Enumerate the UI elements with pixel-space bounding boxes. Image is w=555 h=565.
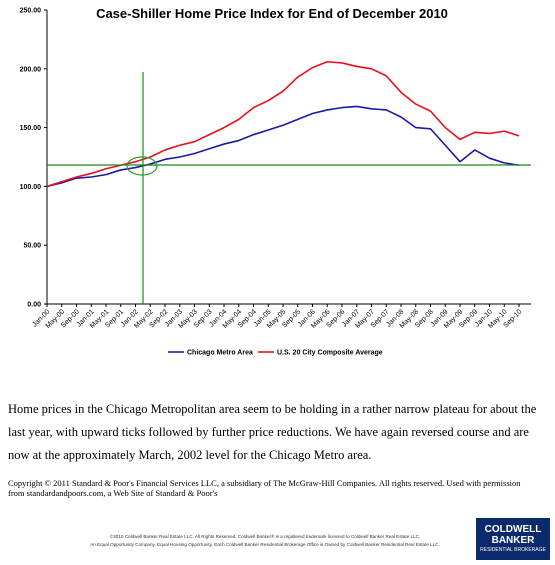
y-tick-label: 50.00 [23,243,41,250]
y-tick-label: 250.00 [20,8,42,15]
footer: ©2010 Coldwell Banker Real Estate LLC. A… [60,533,470,549]
line-series [46,60,520,188]
copyright: Copyright © 2011 Standard & Poor's Finan… [8,478,521,498]
y-tick-label: 150.00 [20,125,42,132]
legend-label: Chicago Metro Area [187,350,253,357]
y-tick-label: 200.00 [20,66,42,73]
y-tick-label: 100.00 [20,184,42,191]
footer-line: ©2010 Coldwell Banker Real Estate LLC. A… [109,534,421,539]
plot-area [46,60,520,188]
line-series [46,105,520,188]
logo: COLDWELL BANKER RESIDENTIAL BROKERAGE [476,518,550,560]
legend-label: U.S. 20 City Composite Average [277,350,383,357]
logo-subtext: RESIDENTIAL BROKERAGE [480,547,546,553]
footer-line: An Equal Opportunity Company. Equal Hous… [90,542,440,547]
chart-title: Case-Shiller Home Price Index for End of… [96,6,448,21]
logo-text: BANKER [491,535,535,546]
highlight-ellipse [126,156,158,176]
chart: Case-Shiller Home Price Index for End of… [20,6,531,357]
y-tick-label: 0.00 [27,302,41,309]
logo-text: COLDWELL [484,524,542,535]
paragraph: Home prices in the Chicago Metropolitan … [8,402,537,462]
